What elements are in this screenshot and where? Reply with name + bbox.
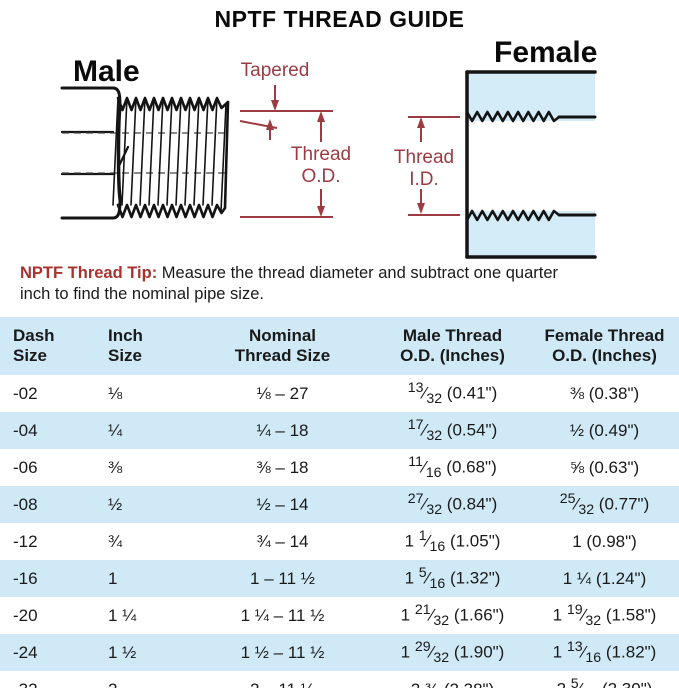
svg-text:O.D.: O.D. — [301, 166, 340, 187]
svg-text:I.D.: I.D. — [409, 169, 439, 190]
svg-text:Thread: Thread — [291, 144, 351, 165]
svg-text:Thread: Thread — [394, 147, 454, 168]
svg-text:Tapered: Tapered — [241, 60, 310, 81]
